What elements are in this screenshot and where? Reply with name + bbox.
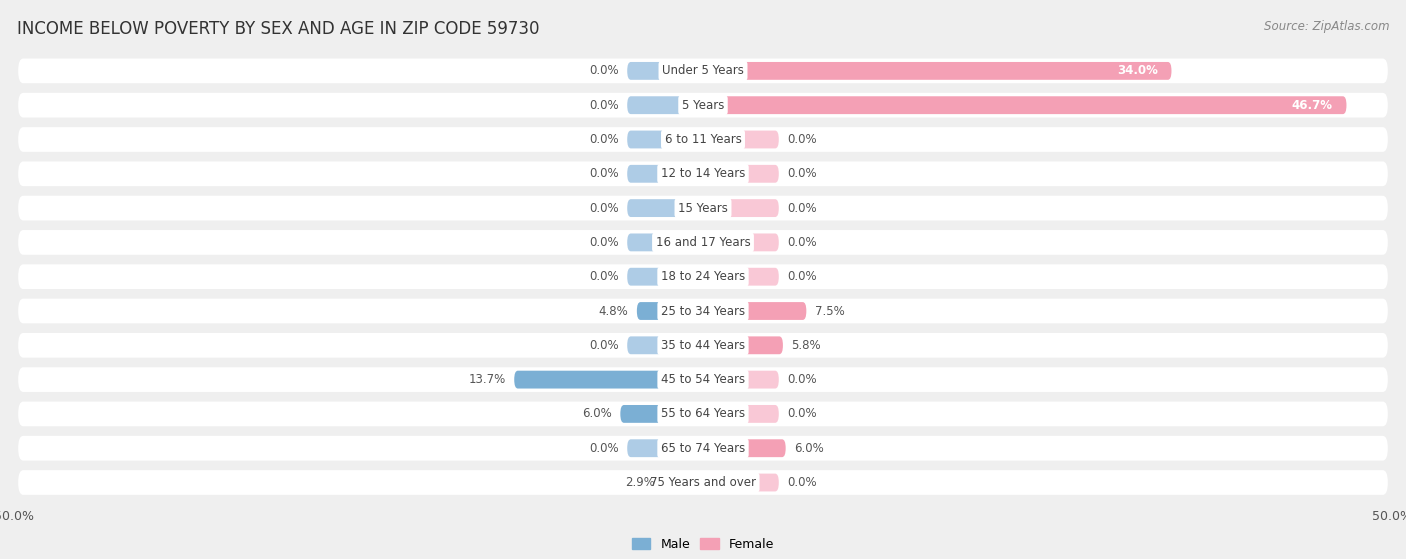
FancyBboxPatch shape (18, 333, 1388, 358)
FancyBboxPatch shape (703, 268, 779, 286)
FancyBboxPatch shape (18, 93, 1388, 117)
Text: 6.0%: 6.0% (582, 408, 612, 420)
Text: 0.0%: 0.0% (589, 339, 619, 352)
FancyBboxPatch shape (18, 127, 1388, 152)
Text: 46.7%: 46.7% (1292, 99, 1333, 112)
Text: Source: ZipAtlas.com: Source: ZipAtlas.com (1264, 20, 1389, 32)
Text: 6 to 11 Years: 6 to 11 Years (665, 133, 741, 146)
Text: 0.0%: 0.0% (787, 133, 817, 146)
FancyBboxPatch shape (18, 59, 1388, 83)
Text: 13.7%: 13.7% (468, 373, 506, 386)
FancyBboxPatch shape (703, 199, 779, 217)
FancyBboxPatch shape (664, 473, 703, 491)
FancyBboxPatch shape (18, 196, 1388, 220)
Text: 0.0%: 0.0% (787, 373, 817, 386)
Text: 12 to 14 Years: 12 to 14 Years (661, 167, 745, 181)
FancyBboxPatch shape (637, 302, 703, 320)
FancyBboxPatch shape (18, 230, 1388, 255)
FancyBboxPatch shape (627, 62, 703, 80)
Text: 2.9%: 2.9% (624, 476, 655, 489)
Text: 7.5%: 7.5% (814, 305, 845, 318)
FancyBboxPatch shape (620, 405, 703, 423)
FancyBboxPatch shape (18, 299, 1388, 323)
FancyBboxPatch shape (627, 131, 703, 148)
Text: 35 to 44 Years: 35 to 44 Years (661, 339, 745, 352)
FancyBboxPatch shape (703, 439, 786, 457)
FancyBboxPatch shape (627, 337, 703, 354)
Text: 5 Years: 5 Years (682, 99, 724, 112)
FancyBboxPatch shape (703, 62, 1171, 80)
Text: Under 5 Years: Under 5 Years (662, 64, 744, 77)
Text: 0.0%: 0.0% (787, 236, 817, 249)
FancyBboxPatch shape (18, 436, 1388, 461)
Text: 4.8%: 4.8% (599, 305, 628, 318)
Text: 16 and 17 Years: 16 and 17 Years (655, 236, 751, 249)
FancyBboxPatch shape (627, 234, 703, 252)
FancyBboxPatch shape (627, 96, 703, 114)
FancyBboxPatch shape (703, 302, 807, 320)
FancyBboxPatch shape (627, 199, 703, 217)
FancyBboxPatch shape (703, 234, 779, 252)
Text: 0.0%: 0.0% (787, 476, 817, 489)
Text: 18 to 24 Years: 18 to 24 Years (661, 270, 745, 283)
FancyBboxPatch shape (18, 367, 1388, 392)
Text: 0.0%: 0.0% (589, 202, 619, 215)
FancyBboxPatch shape (703, 405, 779, 423)
Text: 34.0%: 34.0% (1116, 64, 1157, 77)
FancyBboxPatch shape (703, 371, 779, 389)
Text: 15 Years: 15 Years (678, 202, 728, 215)
Text: 0.0%: 0.0% (589, 99, 619, 112)
Text: 0.0%: 0.0% (787, 202, 817, 215)
FancyBboxPatch shape (703, 165, 779, 183)
FancyBboxPatch shape (703, 337, 783, 354)
Text: 0.0%: 0.0% (589, 64, 619, 77)
Text: 0.0%: 0.0% (589, 442, 619, 454)
Text: 0.0%: 0.0% (589, 133, 619, 146)
Text: 0.0%: 0.0% (787, 408, 817, 420)
Text: 75 Years and over: 75 Years and over (650, 476, 756, 489)
FancyBboxPatch shape (627, 165, 703, 183)
FancyBboxPatch shape (515, 371, 703, 389)
Legend: Male, Female: Male, Female (627, 533, 779, 556)
FancyBboxPatch shape (703, 131, 779, 148)
Text: 0.0%: 0.0% (589, 270, 619, 283)
Text: 0.0%: 0.0% (787, 270, 817, 283)
FancyBboxPatch shape (627, 268, 703, 286)
FancyBboxPatch shape (703, 96, 1347, 114)
FancyBboxPatch shape (627, 439, 703, 457)
Text: 55 to 64 Years: 55 to 64 Years (661, 408, 745, 420)
Text: 25 to 34 Years: 25 to 34 Years (661, 305, 745, 318)
FancyBboxPatch shape (18, 162, 1388, 186)
Text: INCOME BELOW POVERTY BY SEX AND AGE IN ZIP CODE 59730: INCOME BELOW POVERTY BY SEX AND AGE IN Z… (17, 20, 540, 37)
Text: 45 to 54 Years: 45 to 54 Years (661, 373, 745, 386)
Text: 65 to 74 Years: 65 to 74 Years (661, 442, 745, 454)
FancyBboxPatch shape (18, 470, 1388, 495)
Text: 0.0%: 0.0% (787, 167, 817, 181)
Text: 0.0%: 0.0% (589, 236, 619, 249)
Text: 6.0%: 6.0% (794, 442, 824, 454)
FancyBboxPatch shape (703, 473, 779, 491)
FancyBboxPatch shape (18, 264, 1388, 289)
Text: 0.0%: 0.0% (589, 167, 619, 181)
Text: 5.8%: 5.8% (792, 339, 821, 352)
FancyBboxPatch shape (18, 401, 1388, 427)
